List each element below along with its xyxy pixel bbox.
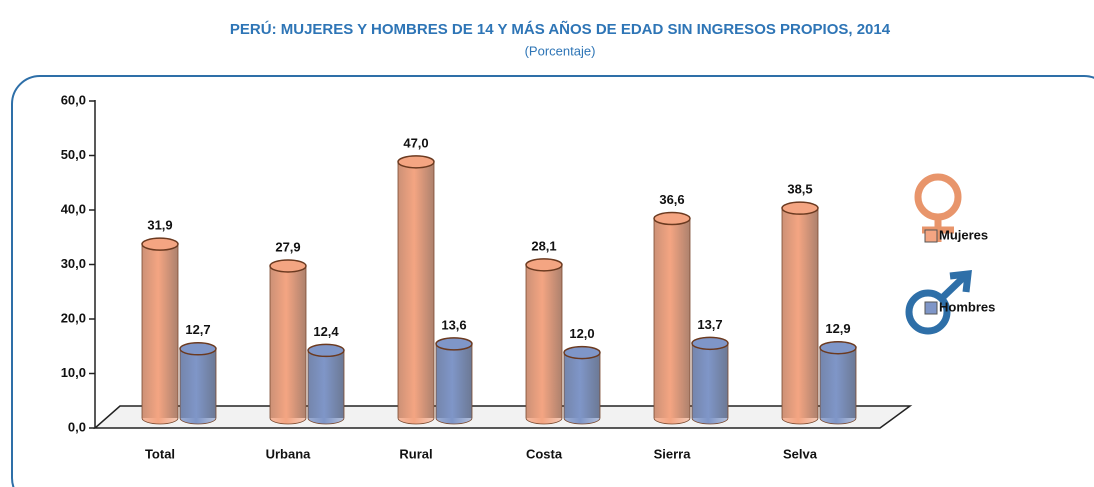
legend-swatch	[924, 229, 938, 243]
bar-top	[781, 201, 819, 215]
value-label: 12,7	[185, 322, 210, 337]
y-tick-label: 60,0	[61, 92, 86, 107]
y-tick-label: 30,0	[61, 256, 86, 271]
value-label: 12,0	[569, 326, 594, 341]
x-tick-label: Costa	[526, 446, 563, 461]
chart-subtitle: (Porcentaje)	[525, 43, 596, 58]
bar-top	[435, 337, 473, 351]
bar-top	[819, 340, 857, 355]
legend-label: Mujeres	[939, 227, 988, 242]
bar-top	[179, 342, 217, 356]
bar	[435, 337, 473, 425]
value-label: 28,1	[531, 238, 556, 253]
y-tick-label: 50,0	[61, 147, 86, 162]
bar-top	[653, 211, 691, 226]
y-tick-label: 20,0	[61, 310, 86, 325]
value-label: 13,6	[441, 317, 466, 332]
bar-top	[307, 343, 345, 358]
bar	[269, 259, 307, 425]
value-label: 47,0	[403, 135, 428, 150]
bar-top	[141, 237, 179, 251]
legend-swatch	[924, 301, 938, 315]
bar	[525, 258, 563, 425]
y-tick-label: 40,0	[61, 201, 86, 216]
bar-top	[691, 336, 729, 351]
bar-top	[525, 258, 563, 272]
bar	[781, 201, 819, 425]
y-tick-label: 0,0	[68, 419, 86, 434]
legend-label: Hombres	[939, 299, 995, 314]
frame	[11, 75, 1094, 487]
bar	[691, 336, 729, 425]
x-tick-label: Sierra	[654, 446, 692, 461]
value-label: 38,5	[787, 182, 812, 197]
x-tick-label: Urbana	[266, 446, 312, 461]
value-label: 13,7	[697, 317, 722, 332]
y-tick-label: 10,0	[61, 365, 86, 380]
value-label: 12,9	[825, 321, 850, 336]
value-label: 36,6	[659, 192, 684, 207]
value-label: 27,9	[275, 239, 300, 254]
x-tick-label: Selva	[783, 446, 818, 461]
bar	[397, 155, 435, 425]
chart-title: PERÚ: MUJERES Y HOMBRES DE 14 Y MÁS AÑOS…	[230, 20, 891, 38]
x-tick-label: Total	[145, 446, 175, 461]
value-label: 31,9	[147, 218, 172, 233]
bar-top	[563, 345, 601, 360]
male-symbol	[905, 270, 972, 335]
value-label: 12,4	[313, 324, 339, 339]
x-tick-label: Rural	[399, 446, 432, 461]
bar	[653, 212, 691, 425]
bar	[141, 237, 179, 425]
bar-top	[269, 259, 307, 273]
bar-top	[397, 155, 435, 169]
